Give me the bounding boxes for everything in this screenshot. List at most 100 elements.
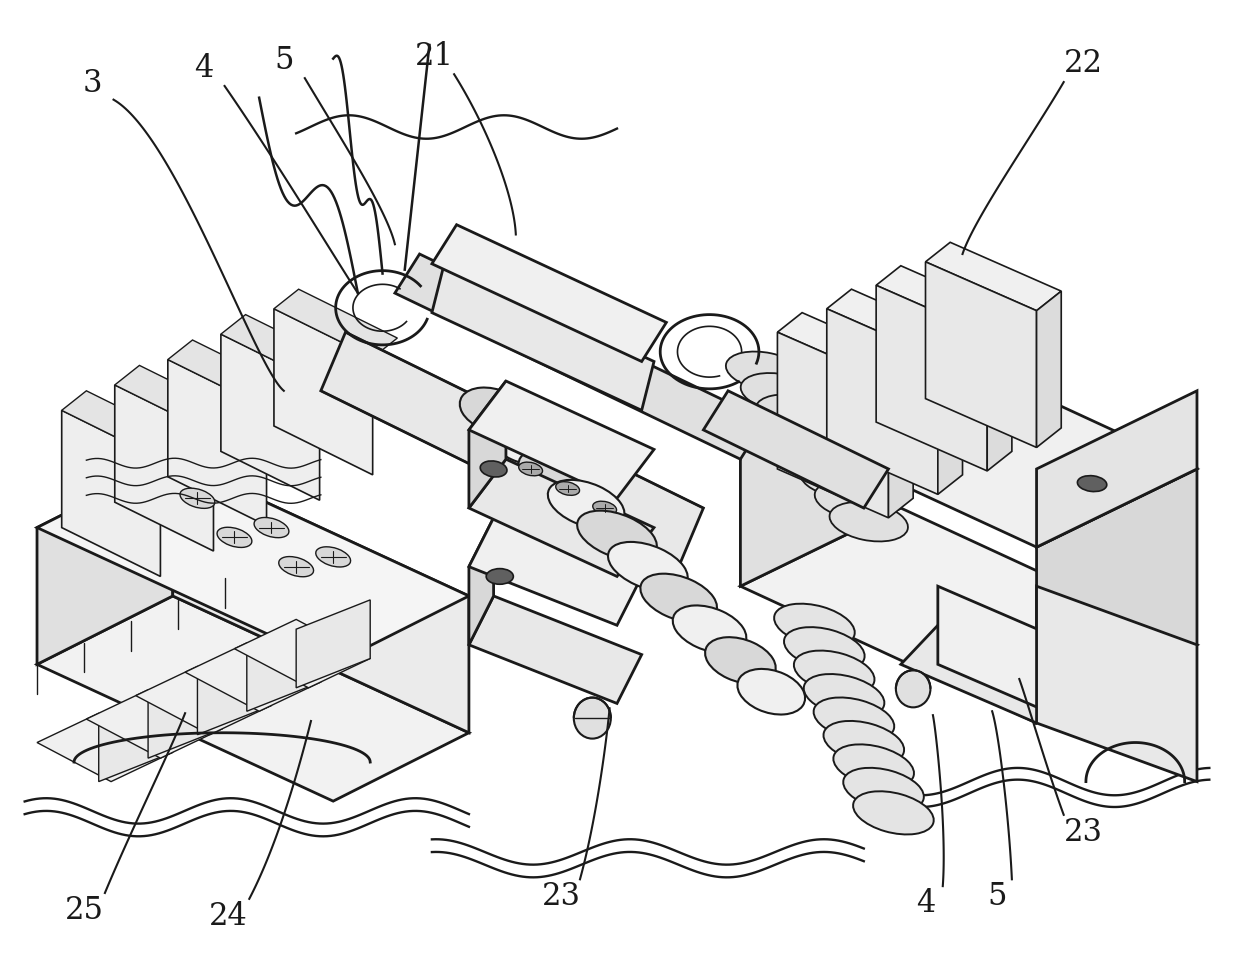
Ellipse shape: [784, 627, 865, 670]
Polygon shape: [247, 623, 321, 711]
Ellipse shape: [755, 395, 834, 434]
Polygon shape: [740, 508, 1197, 723]
Text: 23: 23: [542, 881, 581, 913]
Polygon shape: [938, 338, 963, 494]
Ellipse shape: [254, 518, 289, 537]
Ellipse shape: [578, 511, 656, 560]
Polygon shape: [62, 391, 185, 459]
Ellipse shape: [774, 604, 855, 647]
Polygon shape: [99, 694, 173, 782]
Polygon shape: [37, 596, 469, 801]
Ellipse shape: [823, 721, 905, 764]
Polygon shape: [827, 309, 938, 494]
Ellipse shape: [705, 637, 776, 684]
Ellipse shape: [574, 698, 611, 739]
Text: 25: 25: [64, 895, 104, 926]
Ellipse shape: [740, 373, 819, 412]
Ellipse shape: [843, 768, 924, 811]
Ellipse shape: [548, 480, 624, 529]
Polygon shape: [469, 518, 494, 645]
Polygon shape: [1037, 291, 1061, 447]
Polygon shape: [37, 459, 173, 664]
Ellipse shape: [180, 488, 215, 508]
Polygon shape: [1037, 469, 1197, 723]
Polygon shape: [987, 315, 1012, 471]
Ellipse shape: [800, 459, 879, 498]
Ellipse shape: [608, 542, 687, 591]
Polygon shape: [926, 242, 1061, 311]
Ellipse shape: [853, 791, 934, 834]
Ellipse shape: [489, 418, 560, 465]
Ellipse shape: [726, 352, 805, 391]
Polygon shape: [901, 625, 1074, 723]
Polygon shape: [926, 262, 1037, 447]
Polygon shape: [168, 340, 291, 408]
Ellipse shape: [1077, 476, 1107, 491]
Polygon shape: [876, 266, 1012, 334]
Polygon shape: [469, 381, 654, 498]
Text: 4: 4: [916, 888, 935, 919]
Ellipse shape: [673, 606, 747, 653]
Polygon shape: [740, 332, 901, 586]
Ellipse shape: [738, 669, 805, 714]
Polygon shape: [136, 666, 271, 735]
Polygon shape: [469, 596, 642, 703]
Ellipse shape: [896, 670, 930, 707]
Polygon shape: [274, 309, 373, 475]
Polygon shape: [168, 360, 267, 526]
Text: 22: 22: [1064, 48, 1103, 79]
Polygon shape: [432, 264, 654, 410]
Text: 5: 5: [274, 45, 294, 76]
Polygon shape: [395, 254, 765, 459]
Ellipse shape: [793, 651, 875, 694]
Ellipse shape: [829, 502, 908, 541]
Polygon shape: [234, 619, 370, 688]
Polygon shape: [86, 690, 222, 758]
Polygon shape: [777, 313, 913, 381]
Ellipse shape: [813, 698, 895, 741]
Polygon shape: [173, 459, 469, 733]
Ellipse shape: [592, 501, 617, 515]
Ellipse shape: [217, 528, 252, 547]
Ellipse shape: [480, 461, 507, 477]
Text: 5: 5: [987, 881, 1007, 913]
Polygon shape: [938, 586, 1074, 723]
Polygon shape: [296, 600, 370, 688]
Ellipse shape: [833, 744, 914, 787]
Polygon shape: [197, 647, 271, 735]
Ellipse shape: [486, 569, 513, 584]
Polygon shape: [703, 391, 888, 508]
Polygon shape: [148, 670, 222, 758]
Ellipse shape: [518, 449, 592, 496]
Ellipse shape: [640, 573, 717, 622]
Polygon shape: [469, 381, 506, 508]
Ellipse shape: [279, 557, 313, 576]
Ellipse shape: [518, 462, 543, 476]
Polygon shape: [321, 332, 703, 567]
Text: 4: 4: [194, 53, 213, 84]
Text: 21: 21: [415, 41, 454, 72]
Polygon shape: [1037, 391, 1197, 547]
Polygon shape: [221, 315, 344, 383]
Polygon shape: [876, 285, 987, 471]
Ellipse shape: [316, 547, 350, 567]
Polygon shape: [740, 332, 1197, 547]
Polygon shape: [1037, 586, 1197, 782]
Polygon shape: [469, 518, 642, 625]
Polygon shape: [827, 289, 963, 358]
Ellipse shape: [803, 674, 885, 717]
Ellipse shape: [460, 388, 527, 433]
Polygon shape: [469, 459, 654, 576]
Polygon shape: [115, 365, 238, 434]
Polygon shape: [115, 385, 213, 551]
Polygon shape: [888, 361, 913, 518]
Polygon shape: [274, 289, 397, 358]
Ellipse shape: [814, 481, 893, 520]
Text: 24: 24: [209, 901, 248, 932]
Ellipse shape: [555, 482, 580, 495]
Polygon shape: [62, 410, 160, 576]
Polygon shape: [432, 225, 666, 361]
Text: 3: 3: [83, 67, 102, 99]
Polygon shape: [185, 643, 321, 711]
Polygon shape: [221, 334, 320, 500]
